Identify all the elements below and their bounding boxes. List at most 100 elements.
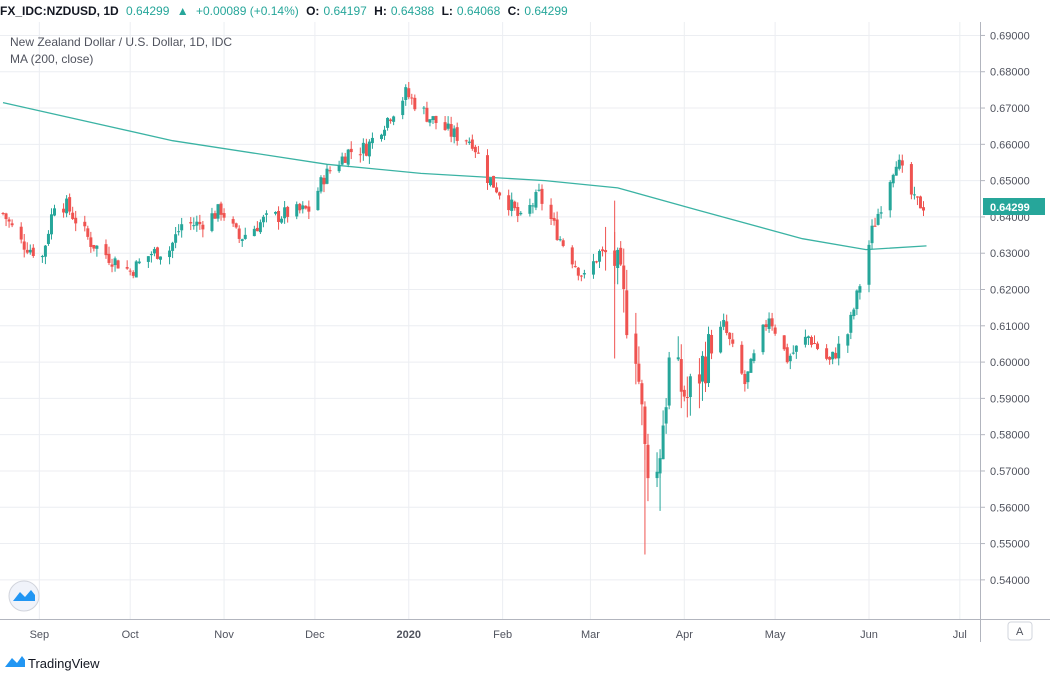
candle-down (19, 222, 23, 244)
candle-body (216, 204, 220, 219)
price-axis[interactable]: 0.54000 0.55000 0.56000 0.57000 0.58000 0.590… (980, 30, 1030, 587)
candle-down (485, 149, 489, 190)
symbol-header: FX_IDC:NZDUSD, 1D 0.64299 ▲ +0.00089 (+0… (0, 0, 1050, 22)
candle-body (446, 123, 450, 129)
candle-down (443, 116, 447, 131)
candle-down (425, 101, 429, 123)
candle-body (773, 327, 777, 334)
candle-up (837, 336, 841, 366)
candle-body (131, 272, 135, 276)
candle-down (576, 266, 580, 281)
candle-body (413, 97, 417, 110)
price-chart[interactable]: 0.54000 0.55000 0.56000 0.57000 0.58000 0.590… (0, 22, 1050, 650)
candle-down (86, 225, 90, 240)
candle-body (634, 333, 638, 364)
candle-body (370, 137, 374, 144)
candle-down (71, 206, 75, 221)
candle-up (392, 115, 396, 126)
candle-body (65, 198, 69, 214)
candle-body (516, 207, 520, 216)
time-tick-label: Nov (214, 629, 234, 641)
candle-down (407, 81, 411, 100)
open-label: O: (306, 4, 320, 18)
candle-body (664, 407, 668, 424)
candle-down (625, 269, 629, 339)
candle-down (634, 312, 638, 385)
candle-body (340, 156, 344, 165)
candle-down (343, 152, 347, 163)
candle-body (380, 134, 384, 140)
candle-body (682, 389, 686, 397)
candle-body (152, 249, 156, 254)
candle-body (277, 210, 281, 222)
candle-down (322, 175, 326, 193)
tradingview-brand[interactable]: TradingView (28, 655, 100, 671)
candle-up (879, 206, 883, 219)
candle-body (210, 213, 214, 231)
candle-down (476, 145, 480, 154)
candle-up (53, 204, 57, 217)
candle-body (852, 309, 856, 317)
candle-up (722, 313, 726, 331)
symbol-label[interactable]: FX_IDC:NZDUSD, 1D (0, 4, 119, 18)
candle-body (307, 206, 311, 212)
candle-body (837, 343, 841, 359)
candle-body (113, 258, 117, 266)
candle-body (846, 334, 850, 346)
candle-up (788, 353, 792, 370)
candle-down (128, 268, 132, 276)
auto-scale-button[interactable]: A (1007, 621, 1033, 641)
candle-body (519, 212, 523, 215)
time-axis[interactable]: Sep Oct Nov Dec 2020 Feb Mar Apr May Jun Jul (30, 629, 967, 641)
candle-up (258, 219, 262, 234)
candle-body (201, 224, 205, 230)
indicator-legend[interactable]: MA (200, close) (10, 52, 93, 66)
candle-up (283, 201, 287, 224)
candle-down (110, 258, 114, 273)
candle-body (62, 208, 66, 213)
candle-up (591, 253, 595, 279)
candle-up (912, 186, 916, 200)
candle-body (116, 260, 120, 269)
candle-up (243, 227, 247, 240)
candle-body (431, 116, 435, 121)
candle-body (540, 188, 544, 204)
change-arrow-icon: ▲ (176, 4, 189, 18)
candle-body (83, 221, 87, 227)
candle-body (386, 117, 390, 128)
price-tick-label: 0.60000 (990, 357, 1030, 369)
candle-down (579, 274, 583, 282)
candle-body (879, 212, 883, 214)
candle-body (401, 100, 405, 116)
candle-body (25, 249, 29, 253)
candle-down (764, 319, 768, 331)
candle-down (604, 226, 608, 271)
candle-body (752, 353, 756, 361)
candle-body (467, 141, 471, 143)
candle-down (540, 184, 544, 211)
candle-body (74, 217, 78, 224)
candle-body (552, 217, 556, 221)
candle-up (264, 210, 268, 223)
candle-down (219, 201, 223, 221)
candle-up (316, 187, 320, 211)
candle-body (888, 182, 892, 211)
candle-down (1, 212, 5, 216)
candle-body (489, 178, 493, 186)
candle-body (455, 127, 459, 141)
candle-body (137, 261, 141, 264)
candle-body (831, 351, 835, 360)
candle-body (53, 208, 57, 216)
tradingview-watermark-icon[interactable] (8, 580, 40, 612)
candle-down (473, 144, 477, 158)
candle-up (582, 269, 586, 279)
candle-body (806, 336, 810, 339)
price-tick-label: 0.61000 (990, 321, 1030, 333)
tradingview-logo-icon[interactable] (4, 651, 26, 677)
candle-up (655, 452, 659, 488)
time-tick-label: Mar (581, 629, 600, 641)
candle-down (685, 376, 689, 418)
candle-body (473, 146, 477, 153)
candle-body (803, 336, 807, 345)
last-price: 0.64299 (126, 4, 170, 18)
